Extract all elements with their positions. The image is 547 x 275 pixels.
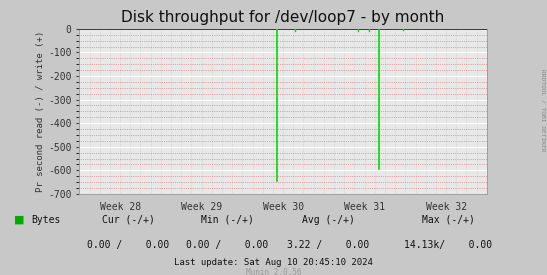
Text: Last update: Sat Aug 10 20:45:10 2024: Last update: Sat Aug 10 20:45:10 2024 [174, 258, 373, 267]
Text: 3.22 /    0.00: 3.22 / 0.00 [287, 240, 369, 250]
Title: Disk throughput for /dev/loop7 - by month: Disk throughput for /dev/loop7 - by mont… [121, 10, 445, 25]
Text: 0.00 /    0.00: 0.00 / 0.00 [186, 240, 268, 250]
Text: Cur (-/+): Cur (-/+) [102, 215, 155, 225]
Y-axis label: Pr second read (-) / write (+): Pr second read (-) / write (+) [37, 31, 45, 192]
Text: RRDTOOL / TOBI OETIKER: RRDTOOL / TOBI OETIKER [541, 69, 546, 151]
Text: Avg (-/+): Avg (-/+) [302, 215, 354, 225]
Text: Max (-/+): Max (-/+) [422, 215, 475, 225]
Text: Bytes: Bytes [32, 215, 61, 225]
Text: 0.00 /    0.00: 0.00 / 0.00 [88, 240, 170, 250]
Text: 14.13k/    0.00: 14.13k/ 0.00 [404, 240, 493, 250]
Text: Min (-/+): Min (-/+) [201, 215, 253, 225]
Text: Munin 2.0.56: Munin 2.0.56 [246, 268, 301, 275]
Text: ■: ■ [14, 215, 24, 225]
